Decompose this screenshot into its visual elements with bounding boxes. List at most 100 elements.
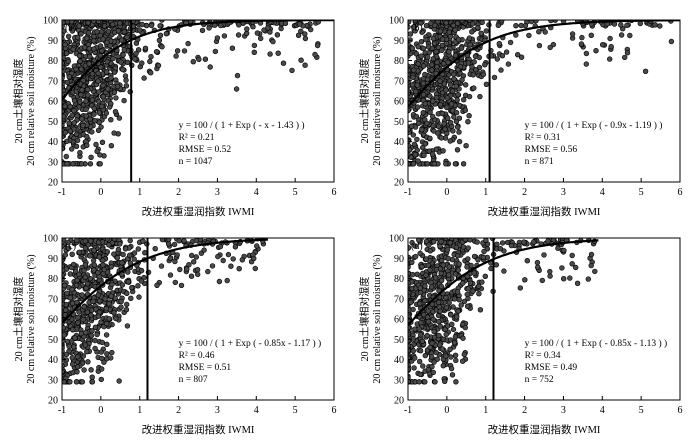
scatter-point bbox=[62, 32, 65, 38]
scatter-point bbox=[422, 379, 428, 385]
scatter-point bbox=[424, 120, 430, 127]
scatter-point bbox=[118, 59, 124, 65]
scatter-point bbox=[62, 263, 65, 269]
x-tick-label: 4 bbox=[600, 405, 605, 416]
scatter-point bbox=[65, 33, 72, 40]
scatter-point bbox=[86, 45, 93, 52]
scatter-point bbox=[91, 105, 98, 112]
scatter-point bbox=[67, 271, 74, 277]
scatter-point bbox=[254, 30, 261, 36]
scatter-point bbox=[108, 75, 114, 81]
scatter-series bbox=[62, 238, 267, 385]
scatter-point bbox=[74, 137, 81, 144]
scatter-point bbox=[103, 69, 110, 75]
scatter-point bbox=[185, 40, 191, 47]
scatter-point bbox=[471, 270, 477, 276]
scatter-point bbox=[74, 299, 80, 305]
scatter-point bbox=[116, 115, 123, 121]
scatter-point bbox=[410, 348, 416, 354]
scatter-point bbox=[522, 277, 528, 283]
scatter-point bbox=[74, 354, 81, 360]
scatter-point bbox=[611, 21, 618, 27]
scatter-point bbox=[111, 310, 117, 316]
scatter-point bbox=[408, 20, 412, 25]
scatter-point bbox=[62, 282, 68, 289]
scatter-point bbox=[428, 279, 434, 286]
scatter-point bbox=[446, 272, 452, 278]
scatter-point bbox=[89, 374, 95, 380]
scatter-point bbox=[513, 23, 519, 29]
y-tick-label: 50 bbox=[394, 335, 404, 346]
scatter-point bbox=[409, 82, 416, 88]
scatter-point bbox=[62, 75, 65, 81]
scatter-point bbox=[417, 371, 423, 378]
scatter-point bbox=[66, 120, 72, 127]
scatter-point bbox=[508, 242, 515, 249]
scatter-point bbox=[77, 58, 83, 64]
scatter-point bbox=[80, 316, 86, 323]
scatter-point bbox=[412, 253, 419, 260]
scatter-point bbox=[111, 251, 117, 257]
x-tick-label: 1 bbox=[483, 405, 488, 416]
scatter-point bbox=[85, 92, 91, 98]
scatter-point bbox=[62, 103, 68, 109]
scatter-point bbox=[493, 262, 499, 268]
scatter-point bbox=[453, 83, 459, 89]
y-tick-label: 60 bbox=[394, 315, 404, 326]
rmse: RMSE = 0.56 bbox=[525, 145, 578, 155]
scatter-point bbox=[165, 241, 172, 247]
scatter-point bbox=[430, 113, 436, 120]
scatter-point bbox=[92, 337, 98, 344]
scatter-point bbox=[555, 245, 561, 251]
scatter-point bbox=[460, 161, 467, 167]
scatter-point bbox=[87, 53, 93, 60]
scatter-point bbox=[95, 98, 102, 105]
scatter-point bbox=[157, 32, 164, 38]
scatter-point bbox=[109, 349, 115, 356]
scatter-point bbox=[314, 42, 321, 49]
scatter-point bbox=[415, 104, 421, 110]
scatter-point bbox=[251, 42, 258, 49]
scatter-point bbox=[104, 351, 110, 357]
scatter-point bbox=[62, 54, 66, 61]
scatter-point bbox=[413, 88, 419, 95]
fit-equation: y = 100 / ( 1 + Exp ( - x - 1.43 ) ) bbox=[179, 120, 305, 131]
scatter-point bbox=[418, 319, 424, 326]
scatter-point bbox=[113, 315, 119, 322]
scatter-point bbox=[411, 67, 417, 73]
scatter-point bbox=[83, 329, 89, 336]
scatter-point bbox=[62, 307, 69, 313]
scatter-point bbox=[120, 52, 126, 58]
scatter-point bbox=[499, 52, 506, 59]
scatter-point bbox=[100, 93, 107, 100]
y-tick-label: 80 bbox=[48, 274, 58, 285]
scatter-point bbox=[62, 146, 65, 152]
scatter-point bbox=[465, 60, 472, 66]
scatter-point bbox=[95, 78, 101, 84]
scatter-point bbox=[104, 39, 110, 46]
scatter-point bbox=[411, 141, 418, 148]
scatter-point bbox=[250, 24, 256, 30]
scatter-point bbox=[112, 108, 119, 115]
scatter-point bbox=[63, 153, 70, 160]
scatter-point bbox=[583, 50, 590, 57]
scatter-point bbox=[446, 29, 452, 35]
scatter-point bbox=[124, 290, 130, 296]
scatter-point bbox=[497, 246, 504, 252]
scatter-point bbox=[258, 35, 264, 42]
scatter-point bbox=[441, 121, 447, 127]
scatter-point bbox=[433, 266, 440, 273]
scatter-point bbox=[117, 20, 123, 26]
scatter-point bbox=[541, 252, 547, 258]
scatter-point bbox=[642, 68, 649, 75]
scatter-point bbox=[418, 38, 425, 45]
scatter-point bbox=[113, 95, 119, 101]
scatter-point bbox=[415, 43, 421, 50]
scatter-point bbox=[69, 251, 75, 258]
scatter-point bbox=[95, 313, 102, 319]
scatter-point bbox=[93, 306, 99, 312]
scatter-point bbox=[470, 72, 476, 78]
scatter-point bbox=[195, 271, 201, 278]
scatter-point bbox=[518, 54, 525, 60]
scatter-point bbox=[142, 250, 148, 256]
